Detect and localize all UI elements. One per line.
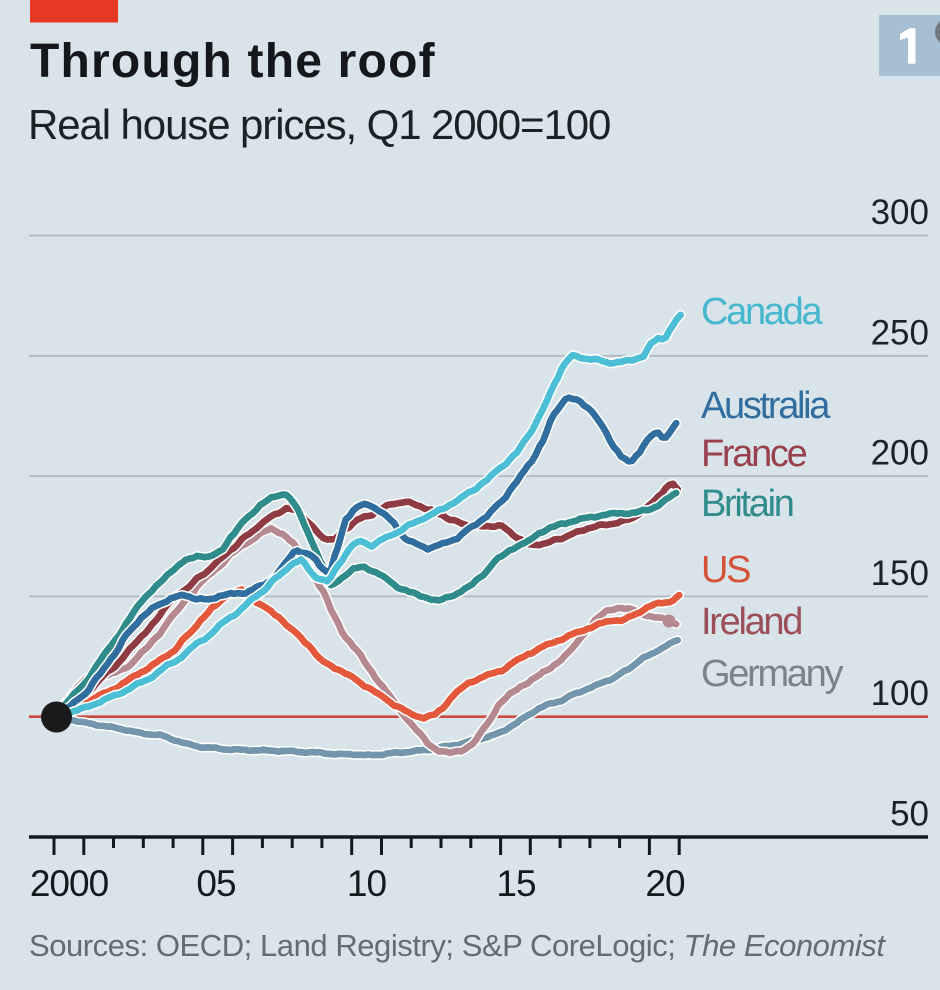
svg-text:15: 15	[496, 863, 536, 904]
svg-text:Through the roof: Through the roof	[30, 35, 436, 88]
svg-text:Ireland: Ireland	[701, 601, 801, 643]
svg-text:200: 200	[871, 434, 929, 473]
svg-text:Britain: Britain	[701, 483, 793, 525]
svg-text:Real house prices, Q1 2000=100: Real house prices, Q1 2000=100	[28, 101, 610, 148]
svg-text:20: 20	[645, 863, 685, 904]
svg-text:10: 10	[347, 863, 387, 904]
svg-text:250: 250	[871, 313, 929, 352]
svg-text:Germany: Germany	[701, 653, 843, 695]
svg-text:Australia: Australia	[701, 385, 831, 427]
svg-text:300: 300	[871, 193, 929, 232]
svg-text:05: 05	[196, 863, 236, 904]
svg-text:Canada: Canada	[701, 291, 823, 333]
svg-text:100: 100	[871, 674, 929, 713]
svg-text:2000: 2000	[30, 863, 109, 904]
svg-text:France: France	[701, 433, 807, 475]
svg-text:50: 50	[890, 795, 929, 834]
svg-text:Sources: OECD; Land Registry;: Sources: OECD; Land Registry; S&P CoreLo…	[29, 928, 886, 963]
svg-text:US: US	[701, 549, 750, 591]
svg-text:150: 150	[871, 554, 929, 593]
